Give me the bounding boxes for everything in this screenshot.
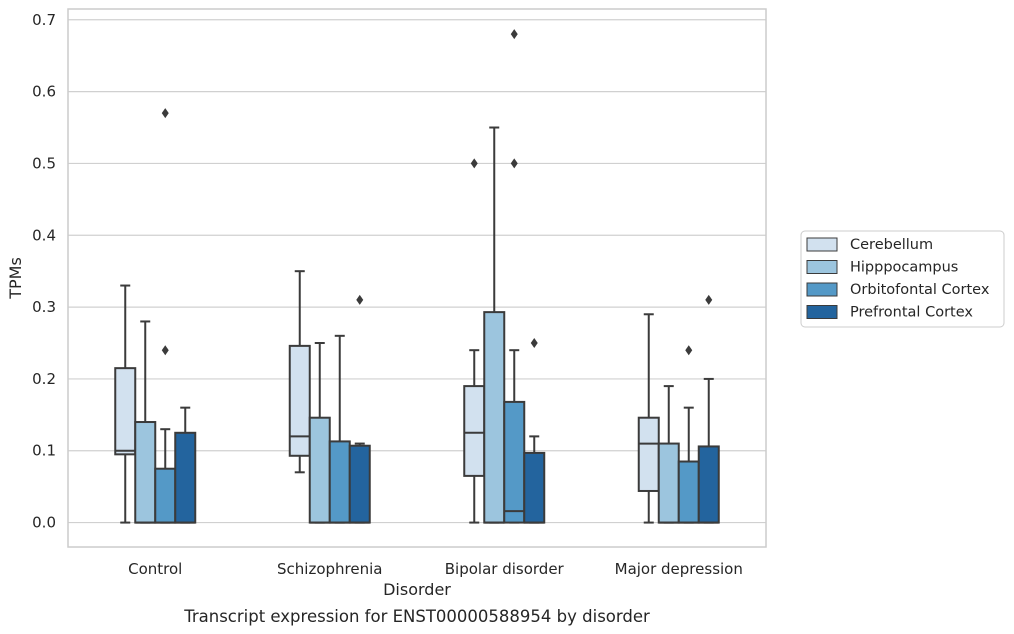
y-axis-ticks: 0.0 0.1 0.2 0.3 0.4 0.5 0.6 0.7: [32, 11, 56, 532]
legend-swatch: [806, 305, 838, 319]
box-body: [657, 442, 680, 524]
y-tick-label: 0.3: [32, 298, 56, 316]
box-body: [174, 431, 197, 524]
box: [348, 294, 371, 524]
legend-swatch: [806, 237, 838, 252]
box: [114, 284, 137, 524]
y-tick-label: 0.7: [32, 11, 56, 29]
box-body: [523, 451, 546, 524]
outlier-point: [510, 29, 518, 40]
box: [174, 406, 197, 524]
series-3: [174, 294, 720, 524]
outlier-point: [161, 345, 169, 356]
box: [483, 126, 506, 524]
outlier-point: [510, 158, 518, 169]
x-tick-label: Major depression: [615, 560, 743, 578]
legend-label: Cerebellum: [850, 237, 933, 253]
outlier-point: [685, 345, 693, 356]
y-tick-label: 0.4: [32, 226, 56, 244]
box: [523, 338, 546, 524]
box-body: [114, 367, 137, 456]
x-tick-label: Bipolar disorder: [445, 560, 565, 578]
box: [308, 342, 331, 524]
y-tick-label: 0.1: [32, 442, 56, 460]
x-axis-label: Disorder: [383, 580, 451, 599]
outlier-point: [705, 294, 713, 305]
outlier-point: [161, 108, 169, 119]
legend-label: Hipppocampus: [850, 260, 958, 276]
box-body: [134, 421, 157, 524]
box-body: [288, 344, 311, 457]
box-body: [503, 400, 526, 524]
box-body: [463, 385, 486, 477]
box-body: [154, 467, 177, 524]
box-body: [483, 311, 506, 524]
box: [154, 108, 177, 524]
box-body: [328, 440, 351, 524]
box: [463, 158, 486, 524]
x-axis-ticks: Control Schizophrenia Bipolar disorder Majo…: [128, 560, 743, 578]
box: [503, 29, 526, 524]
box: [677, 345, 700, 524]
x-tick-label: Control: [128, 560, 182, 578]
box: [657, 385, 680, 524]
box-body: [637, 416, 660, 492]
legend-frame: [800, 230, 1005, 328]
series-0: [114, 158, 660, 524]
legend-label: Orbitofontal Cortex: [850, 282, 990, 298]
box: [697, 294, 720, 524]
box: [134, 320, 157, 524]
outlier-point: [470, 158, 478, 169]
legend: Cerebellum Hipppocampus Orbitofontal Corte…: [800, 230, 1005, 328]
x-tick-label: Schizophrenia: [277, 560, 382, 578]
box: [328, 334, 351, 524]
box-body: [348, 444, 371, 524]
box: [288, 270, 311, 474]
box: [637, 313, 660, 524]
box-body: [308, 416, 331, 524]
y-tick-label: 0.2: [32, 370, 56, 388]
chart-caption: Transcript expression for ENST0000058895…: [183, 607, 650, 626]
legend-swatch: [806, 282, 838, 297]
box-body: [677, 460, 700, 524]
series-2: [154, 29, 700, 524]
y-axis-label: TPMs: [6, 257, 25, 300]
box-series: [114, 29, 720, 524]
y-tick-label: 0.0: [32, 514, 56, 532]
outlier-point: [356, 294, 364, 305]
box-body: [697, 445, 720, 524]
outlier-point: [530, 338, 538, 349]
legend-swatch: [806, 260, 838, 274]
legend-label: Prefrontal Cortex: [850, 305, 973, 321]
y-tick-label: 0.6: [32, 83, 56, 101]
series-1: [134, 126, 680, 524]
plot-frame: [67, 8, 767, 548]
y-tick-label: 0.5: [32, 154, 56, 172]
